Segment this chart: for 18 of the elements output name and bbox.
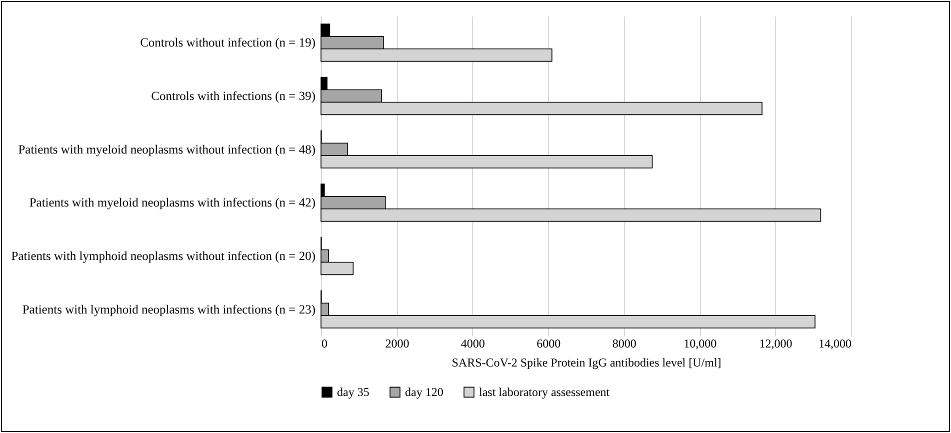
- x-tick-label: 6000: [536, 336, 561, 350]
- y-tick-label: Controls without infection (n = 19): [140, 36, 316, 50]
- y-tick-label: Patients with lymphoid neoplasms with infections (n = 23): [22, 302, 316, 316]
- y-tick-label: Patients with myeloid neoplasms without infection (n = 48): [18, 142, 316, 156]
- legend-label: day 120: [405, 385, 444, 400]
- x-tick-label: 12,000: [759, 336, 792, 350]
- x-tick-label: 4000: [460, 336, 485, 350]
- y-tick-label: Patients with myeloid neoplasms with infections (n = 42): [29, 196, 316, 210]
- x-axis-title: SARS-CoV-2 Spike Protein IgG antibodies level [U/ml]: [452, 356, 722, 370]
- legend-label: day 35: [337, 385, 370, 400]
- x-tick-label: 14,000: [818, 336, 852, 350]
- x-tick-label: 0: [322, 336, 328, 350]
- x-tick-label: 8000: [612, 336, 636, 350]
- x-tick-label: 2000: [385, 336, 410, 350]
- x-tick-label: 10,000: [684, 336, 717, 350]
- y-tick-label: Patients with lymphoid neoplasms without infection (n = 20): [11, 249, 316, 263]
- y-tick-label: Controls with infections (n = 39): [151, 89, 316, 103]
- legend-label: last laboratory assessement: [479, 385, 610, 400]
